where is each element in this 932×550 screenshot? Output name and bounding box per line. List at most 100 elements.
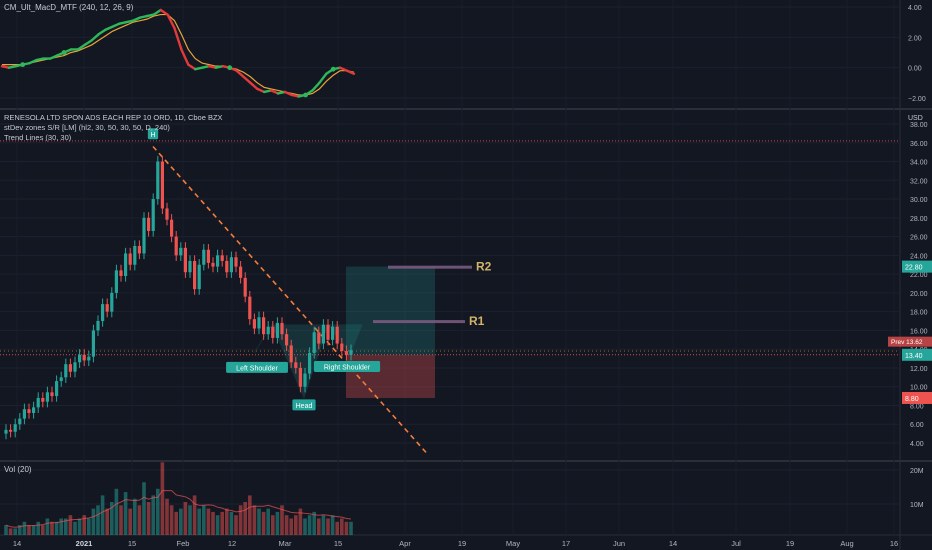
- volume-bar: [4, 525, 8, 535]
- macd-tick-label: 2.00: [908, 35, 922, 42]
- volume-bar: [271, 515, 275, 535]
- price-tick-label: 20.00: [910, 291, 928, 298]
- price-tick-label: 26.00: [910, 235, 928, 242]
- candle-body: [64, 364, 68, 378]
- candle-body: [294, 362, 298, 368]
- candle-body: [13, 424, 17, 432]
- volume-bar: [82, 515, 86, 535]
- candle-body: [321, 324, 325, 344]
- volume-bar: [202, 505, 206, 535]
- price-tick-label: 36.00: [910, 141, 928, 148]
- macd-segment: [249, 81, 259, 91]
- price-tick-label: 4.00: [910, 441, 924, 448]
- left-shoulder-label: Left Shoulder: [236, 365, 278, 372]
- candle-body: [78, 354, 82, 363]
- volume-bar: [105, 508, 109, 535]
- macd-segment: [166, 13, 176, 30]
- volume-bar: [211, 511, 215, 535]
- volume-bar: [151, 495, 155, 535]
- volume-bar: [289, 518, 293, 535]
- price-tick-label: 12.00: [910, 366, 928, 373]
- candle-body: [73, 362, 77, 372]
- volume-bar: [87, 518, 91, 535]
- r2-band: [388, 265, 472, 269]
- indicator-trend-lines[interactable]: Trend Lines (30, 30): [4, 133, 72, 142]
- time-tick-label: Feb: [177, 539, 190, 548]
- macd-segment: [173, 27, 183, 51]
- price-tick-label: 16.00: [910, 328, 928, 335]
- candle-body: [197, 264, 201, 290]
- volume-bar: [133, 498, 137, 535]
- candle-body: [211, 262, 215, 267]
- candle-body: [317, 332, 321, 344]
- price-tick-label: 8.00: [910, 403, 924, 410]
- price-tick-label: 38.00: [910, 122, 928, 129]
- candle-body: [59, 377, 63, 382]
- volume-bar: [206, 508, 211, 535]
- candle-body: [27, 409, 31, 413]
- volume-bar: [174, 511, 178, 535]
- time-tick-label: 14: [13, 539, 21, 548]
- volume-bar: [229, 511, 234, 535]
- candle-body: [252, 319, 256, 329]
- volume-bar: [220, 511, 224, 535]
- candle-body: [133, 245, 137, 265]
- volume-tick-label: 10M: [910, 502, 924, 509]
- candle-body: [225, 260, 229, 273]
- volume-bar: [266, 508, 270, 535]
- candle-body: [9, 429, 13, 432]
- candle-body: [170, 219, 174, 237]
- volume-bar: [18, 525, 22, 535]
- indicator-stdev-zones[interactable]: stDev zones S/R [LM] (hl2, 30, 50, 30, 5…: [4, 123, 170, 132]
- volume-bar: [179, 508, 183, 535]
- candle-body: [32, 407, 36, 413]
- volume-bar: [22, 521, 27, 535]
- volume-bar: [73, 521, 77, 535]
- candle-body: [119, 270, 123, 276]
- time-tick-label: Apr: [399, 539, 411, 548]
- time-tick-label: 15: [334, 539, 342, 548]
- volume-bar: [243, 502, 247, 535]
- volume-bars: [4, 462, 353, 535]
- candle-body: [101, 304, 105, 322]
- signal-line: [2, 13, 355, 96]
- volume-bar: [137, 505, 142, 535]
- macd-segment: [83, 39, 93, 47]
- volume-bar: [183, 502, 188, 535]
- volume-bar: [146, 502, 151, 535]
- symbol-title[interactable]: RENESOLA LTD SPON ADS EACH REP 10 ORD, 1…: [4, 113, 223, 122]
- candle-body: [275, 322, 279, 338]
- macd-segment: [235, 69, 245, 78]
- time-tick-label: 17: [562, 539, 570, 548]
- volume-bar: [114, 488, 119, 535]
- candle-body: [151, 199, 155, 231]
- candle-body: [202, 249, 206, 265]
- candle-body: [298, 367, 302, 387]
- volume-bar: [128, 508, 132, 535]
- candle-body: [179, 247, 183, 256]
- volume-title[interactable]: Vol (20): [4, 465, 32, 474]
- price-tick-label: 28.00: [910, 216, 928, 223]
- price-tick-label: 34.00: [910, 160, 928, 167]
- candle-body: [335, 326, 339, 344]
- target-price-tag-bg: [902, 260, 932, 273]
- candle-body: [326, 324, 330, 340]
- macd-tick-label: −2.00: [908, 96, 926, 103]
- candle-body: [165, 208, 169, 220]
- right-shoulder-label: Right Shoulder: [324, 364, 371, 371]
- macd-segment: [338, 66, 349, 72]
- price-tick-label: 24.00: [910, 253, 928, 260]
- candle-body: [229, 257, 233, 273]
- candle-body: [22, 409, 26, 419]
- time-tick-label: Jun: [613, 539, 625, 548]
- macd-cross-dot: [330, 66, 336, 72]
- candle-body: [160, 161, 164, 209]
- volume-bar: [238, 505, 243, 535]
- volume-bar: [54, 521, 59, 535]
- price-tick-label: 22.00: [910, 272, 928, 279]
- macd-cross-dot: [61, 50, 67, 55]
- candle-body: [239, 266, 243, 278]
- time-tick-label: 19: [786, 539, 794, 548]
- candle-body: [174, 236, 178, 256]
